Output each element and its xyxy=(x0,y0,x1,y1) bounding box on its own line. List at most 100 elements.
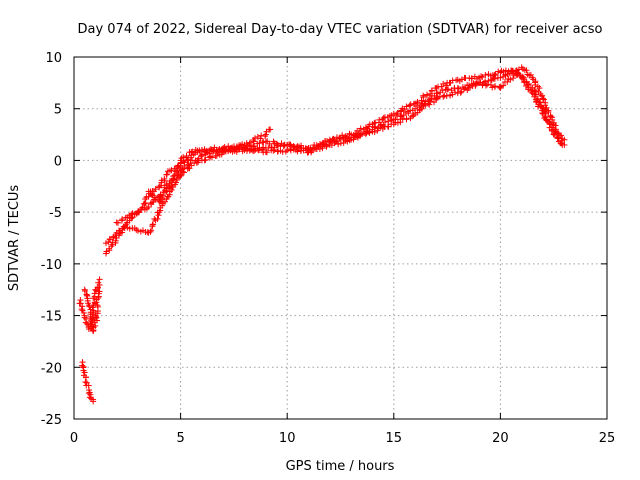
y-tick-label: 0 xyxy=(54,154,62,169)
data-point xyxy=(221,147,228,154)
data-point xyxy=(426,101,433,108)
data-point xyxy=(82,374,89,381)
data-point xyxy=(540,96,547,103)
data-point xyxy=(380,114,387,121)
data-point xyxy=(457,89,464,96)
data-point xyxy=(520,74,527,81)
data-point xyxy=(443,82,450,89)
data-point xyxy=(454,85,461,92)
data-point xyxy=(148,227,155,234)
data-point xyxy=(555,135,562,142)
data-point xyxy=(78,306,85,313)
data-point xyxy=(86,394,93,401)
data-point xyxy=(412,110,419,117)
x-tick-label: 25 xyxy=(599,431,616,446)
data-point xyxy=(152,186,159,193)
data-point xyxy=(160,192,167,199)
data-point xyxy=(248,146,255,153)
data-point xyxy=(116,228,123,235)
data-points xyxy=(76,64,568,405)
y-tick-label: -25 xyxy=(41,413,62,428)
data-point xyxy=(274,141,281,148)
data-point xyxy=(119,216,126,223)
data-point xyxy=(371,129,378,136)
data-point xyxy=(163,181,170,188)
data-point xyxy=(403,115,410,122)
data-point xyxy=(288,143,295,150)
data-point xyxy=(536,85,543,92)
data-point xyxy=(472,81,479,88)
data-point xyxy=(482,82,489,89)
data-point xyxy=(492,71,499,78)
data-point xyxy=(504,78,511,85)
data-point xyxy=(262,131,269,138)
data-point xyxy=(294,148,301,155)
data-point xyxy=(423,91,430,98)
data-point xyxy=(188,149,195,156)
data-point xyxy=(468,75,475,82)
data-point xyxy=(169,179,176,186)
data-point xyxy=(90,398,97,405)
data-point xyxy=(141,200,148,207)
data-point xyxy=(251,143,258,150)
data-point xyxy=(154,215,161,222)
data-point xyxy=(547,113,554,120)
y-tick-label: 5 xyxy=(54,103,62,118)
data-point xyxy=(96,276,103,283)
data-point xyxy=(256,140,263,147)
data-point xyxy=(376,116,383,123)
data-point xyxy=(414,98,421,105)
data-point xyxy=(377,124,384,131)
data-point xyxy=(542,102,549,109)
data-point xyxy=(282,148,289,155)
data-point xyxy=(81,369,88,376)
data-point xyxy=(85,390,92,397)
data-point xyxy=(197,153,204,160)
y-tick-label: -15 xyxy=(41,310,62,325)
data-point xyxy=(220,147,227,154)
data-point xyxy=(251,148,258,155)
data-point xyxy=(551,131,558,138)
data-point xyxy=(472,82,479,89)
data-point xyxy=(170,176,177,183)
data-point xyxy=(112,237,119,244)
data-point xyxy=(561,136,568,143)
data-point xyxy=(539,104,546,111)
data-point xyxy=(413,102,420,109)
data-point xyxy=(433,95,440,102)
data-point xyxy=(496,84,503,91)
data-point xyxy=(262,138,269,145)
data-point xyxy=(534,95,541,102)
data-point xyxy=(82,287,89,294)
data-point xyxy=(142,199,149,206)
data-point xyxy=(310,144,317,151)
data-point xyxy=(356,128,363,135)
data-point xyxy=(87,313,94,320)
data-point xyxy=(88,317,95,324)
data-point xyxy=(526,80,533,87)
data-point xyxy=(155,212,162,219)
data-point xyxy=(257,135,264,142)
data-point xyxy=(107,236,114,243)
data-point xyxy=(427,98,434,105)
data-point xyxy=(94,317,101,324)
x-tick-labels: 0 5 10 15 20 25 xyxy=(70,431,615,446)
data-point xyxy=(482,72,489,79)
data-point xyxy=(326,138,333,145)
data-point xyxy=(523,67,530,74)
data-point xyxy=(357,131,364,138)
data-point xyxy=(267,126,274,133)
data-point xyxy=(308,149,315,156)
data-point xyxy=(92,322,99,329)
data-point xyxy=(94,302,101,309)
data-point xyxy=(87,391,94,398)
x-tick-label: 5 xyxy=(176,431,184,446)
data-point xyxy=(536,99,543,106)
data-point xyxy=(321,141,328,148)
data-point xyxy=(489,84,496,91)
data-point xyxy=(263,149,270,156)
data-point xyxy=(455,85,462,92)
data-point xyxy=(552,122,559,129)
data-point xyxy=(202,156,209,163)
